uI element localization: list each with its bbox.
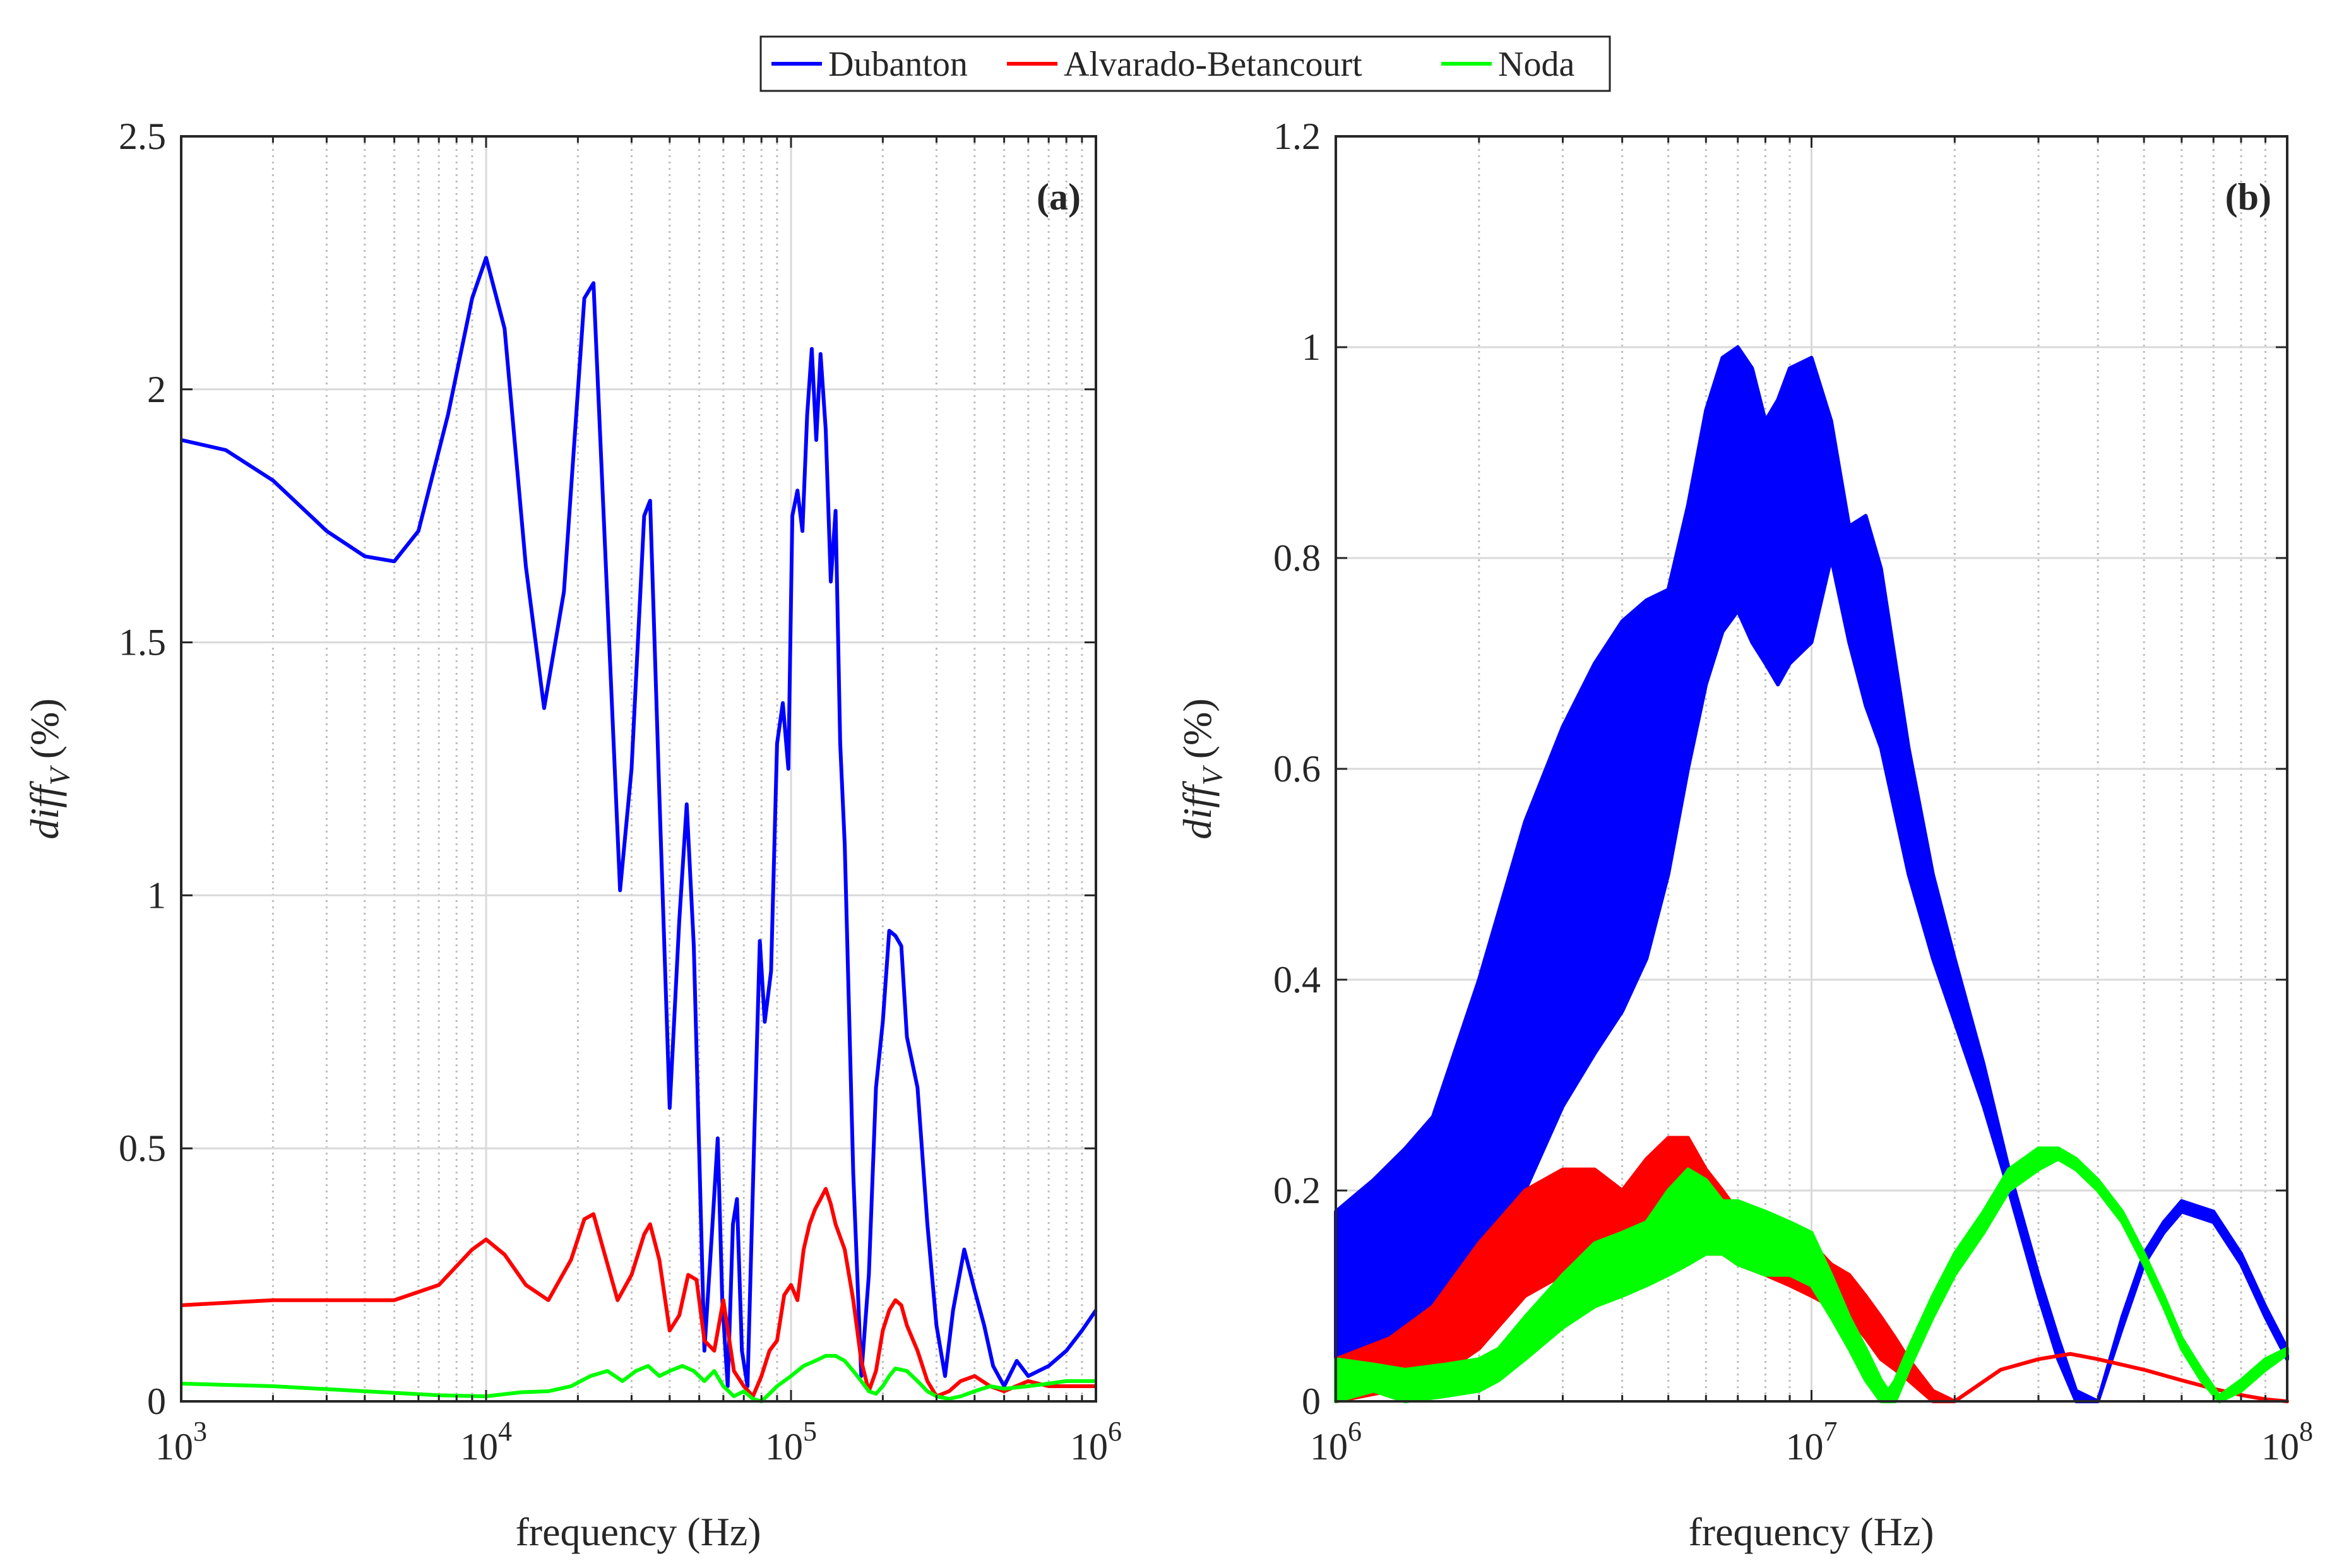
- x-tick-label: 107: [1786, 1416, 1838, 1468]
- x-tick-label-exponent: 6: [1108, 1416, 1122, 1447]
- legend-label-dubanton: Dubanton: [828, 45, 968, 84]
- x-tick-label-base: 10: [1310, 1426, 1348, 1468]
- y-tick-label: 2.5: [119, 116, 166, 157]
- y-axis-label-a-unit: (%): [22, 698, 67, 759]
- series-line-noda: [181, 1353, 1096, 1403]
- x-tick-label-base: 10: [1786, 1426, 1824, 1468]
- y-axis-label-b: diffV (%): [1175, 698, 1229, 839]
- x-tick-label: 104: [460, 1416, 512, 1468]
- x-tick-label: 106: [1070, 1416, 1122, 1468]
- x-tick-label-base: 10: [765, 1426, 803, 1468]
- panel-label-b: (b): [2225, 176, 2271, 218]
- y-tick-label: 1: [147, 874, 166, 916]
- panel-label-a: (a): [1037, 176, 1081, 218]
- series-line-alvarado-betancourt: [181, 1187, 1096, 1398]
- x-tick-label-base: 10: [2261, 1426, 2299, 1468]
- y-tick-label: 0.6: [1273, 748, 1321, 790]
- x-tick-label-exponent: 7: [1824, 1416, 1838, 1447]
- y-tick-label: 1.5: [119, 622, 166, 663]
- x-tick-label: 106: [1310, 1416, 1362, 1468]
- x-tick-label-exponent: 8: [2299, 1416, 2313, 1447]
- y-axis-label-a-main: diff: [22, 780, 67, 840]
- legend-label-noda: Noda: [1498, 45, 1574, 84]
- x-tick-label-base: 10: [460, 1426, 498, 1468]
- y-axis-label-a: diffV (%): [22, 698, 76, 839]
- plot-frame-a: [180, 135, 1097, 1403]
- x-tick-label: 108: [2261, 1416, 2313, 1468]
- y-tick-label: 2: [147, 369, 166, 410]
- series-group-a: [181, 256, 1098, 1403]
- y-axis-label-b-sub: V: [1196, 764, 1229, 785]
- y-tick-label: 1.2: [1273, 116, 1321, 157]
- x-tick-label-base: 10: [1070, 1426, 1108, 1468]
- legend: Dubanton Alvarado-Betancourt Noda: [759, 35, 1611, 92]
- grid-a: [180, 135, 1097, 1403]
- x-tick-label-exponent: 3: [193, 1416, 207, 1447]
- y-axis-label-a-sub: V: [44, 764, 76, 785]
- x-tick-label: 105: [765, 1416, 817, 1468]
- series-line-dubanton: [181, 256, 1098, 1388]
- y-tick-label: 0.2: [1273, 1170, 1321, 1211]
- y-tick-label: 0.8: [1273, 537, 1321, 579]
- x-tick-label-exponent: 6: [1348, 1416, 1362, 1447]
- y-tick-label: 0: [147, 1381, 166, 1422]
- y-tick-label: 0.5: [119, 1127, 166, 1169]
- y-tick-label: 1: [1302, 326, 1321, 368]
- x-tick-label-exponent: 5: [803, 1416, 817, 1447]
- y-axis-label-b-unit: (%): [1175, 698, 1220, 759]
- x-axis-label-a: frequency (Hz): [515, 1509, 761, 1554]
- x-tick-label: 103: [155, 1416, 207, 1468]
- x-axis-label-b: frequency (Hz): [1688, 1509, 1934, 1554]
- y-tick-label: 0.4: [1273, 959, 1321, 1001]
- y-axis-label-b-main: diff: [1175, 780, 1220, 840]
- legend-label-alvarado-betancourt: Alvarado-Betancourt: [1064, 45, 1362, 84]
- y-tick-label: 0: [1302, 1381, 1321, 1422]
- x-tick-label-exponent: 4: [498, 1416, 512, 1447]
- x-tick-label-base: 10: [155, 1426, 193, 1468]
